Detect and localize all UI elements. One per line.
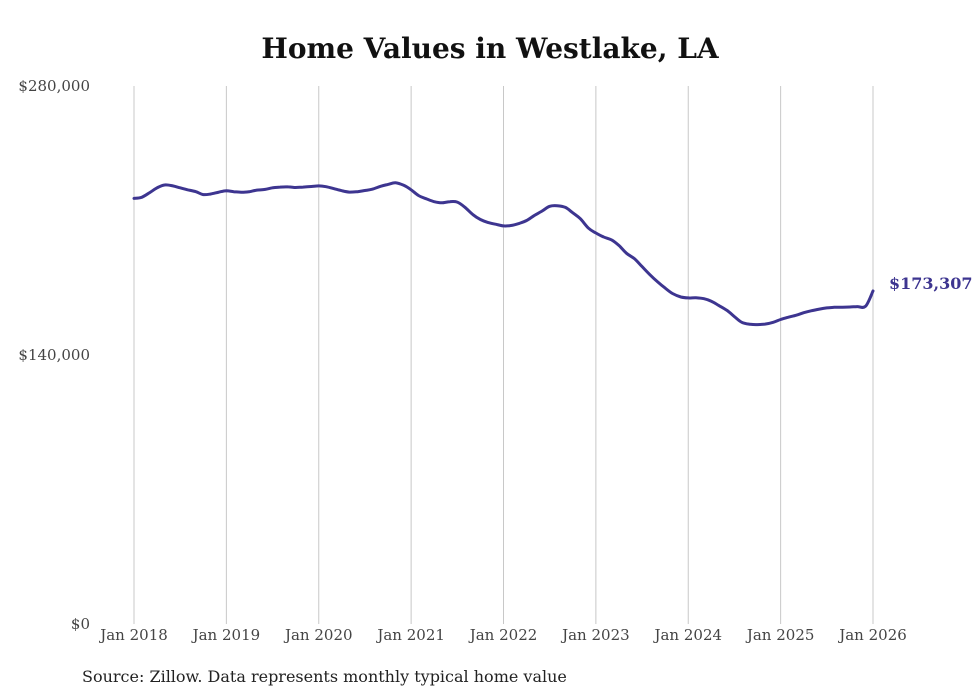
series-line (132, 181, 875, 327)
x-tick-label: Jan 2018 (98, 626, 168, 644)
y-tick-label: $0 (71, 615, 90, 633)
x-tick-label: Jan 2019 (191, 626, 261, 644)
x-axis: Jan 2018 Jan 2019 Jan 2020 Jan 2021 Jan 2022… (98, 626, 907, 644)
chart-title: Home Values in Westlake, LA (261, 32, 719, 65)
x-tick-label: Jan 2023 (560, 626, 630, 644)
x-tick-label: Jan 2026 (837, 626, 907, 644)
end-value-label: $173,307 (889, 274, 973, 293)
y-tick-label: $140,000 (18, 346, 90, 364)
x-tick-label: Jan 2025 (745, 626, 815, 644)
x-tick-label: Jan 2020 (283, 626, 353, 644)
x-tick-label: Jan 2021 (375, 626, 445, 644)
x-tick-label: Jan 2022 (468, 626, 538, 644)
y-axis: $0 $140,000 $280,000 (18, 77, 90, 633)
x-tick-label: Jan 2024 (652, 626, 722, 644)
source-note: Source: Zillow. Data represents monthly … (82, 667, 567, 686)
gridlines (133, 86, 874, 624)
y-tick-label: $280,000 (18, 77, 90, 95)
series-layer: $173,307 (132, 181, 973, 327)
